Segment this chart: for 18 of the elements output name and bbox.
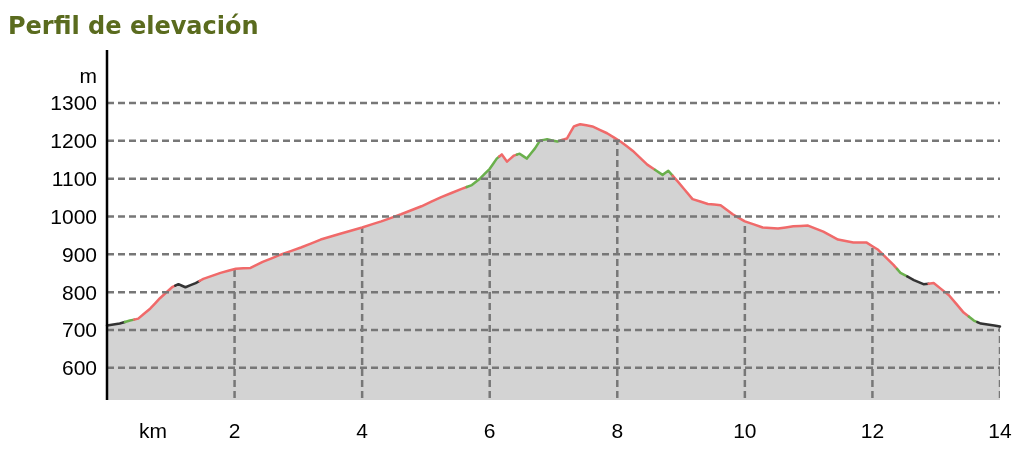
x-tick-label: 14 — [988, 419, 1012, 442]
chart-title: Perfil de elevación — [8, 12, 259, 40]
x-tick-label: 6 — [483, 419, 496, 442]
x-tick-label: 8 — [611, 419, 624, 442]
y-tick-label: 1100 — [51, 167, 97, 190]
y-tick-label: 900 — [61, 242, 97, 266]
x-tick-label: 10 — [733, 419, 757, 442]
y-tick-label: 700 — [61, 318, 97, 342]
y-tick-label: 800 — [61, 280, 97, 304]
y-axis-title: m — [79, 64, 97, 87]
x-tick-label: 2 — [228, 419, 241, 442]
y-tick-label: 1200 — [50, 129, 97, 153]
y-tick-label: 600 — [61, 356, 97, 380]
x-tick-label: 4 — [356, 419, 369, 442]
x-axis-title: km — [139, 419, 167, 442]
x-tick-label: 12 — [860, 419, 885, 442]
y-tick-label: 1000 — [50, 204, 97, 228]
y-tick-label: 1300 — [50, 91, 97, 115]
